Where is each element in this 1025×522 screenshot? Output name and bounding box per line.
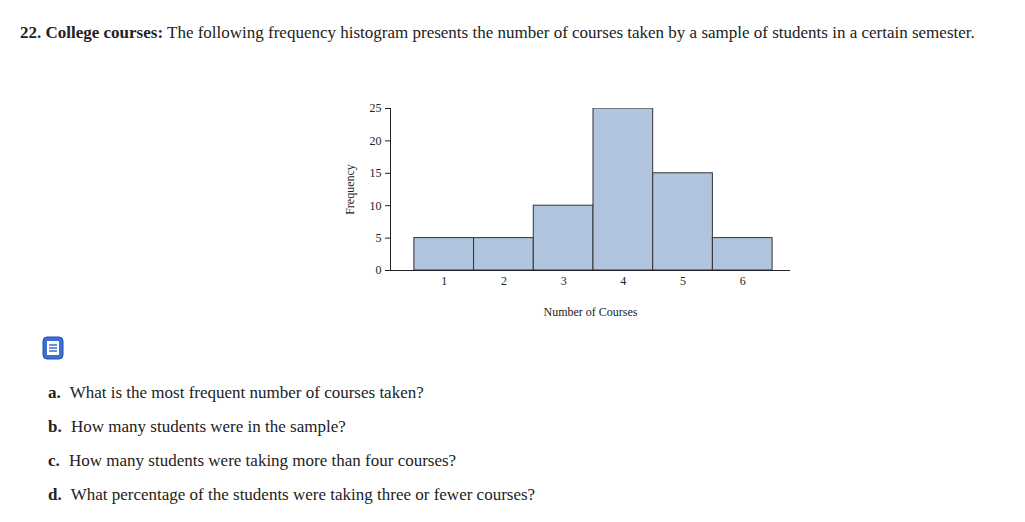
svg-text:2: 2 xyxy=(501,274,507,288)
svg-text:1: 1 xyxy=(441,274,447,288)
html-text:a. What is the most frequent n: a. What is the most frequent number of c… xyxy=(48,383,424,402)
html-text:c. How many students were taki: c. How many students were taking more th… xyxy=(48,451,457,470)
svg-text:5: 5 xyxy=(680,274,686,288)
svg-text:4: 4 xyxy=(620,274,626,288)
svg-text:25: 25 xyxy=(370,101,382,115)
html-text:b. How many students were in t: b. How many students were in the sample? xyxy=(48,417,346,436)
svg-text:5: 5 xyxy=(376,231,382,245)
svg-text:15: 15 xyxy=(370,166,382,180)
svg-text:10: 10 xyxy=(370,199,382,213)
svg-text:Number of Courses: Number of Courses xyxy=(544,305,638,319)
svg-text:0: 0 xyxy=(376,263,382,277)
svg-text:3: 3 xyxy=(561,274,567,288)
svg-text:6: 6 xyxy=(740,274,746,288)
html-text:22. College courses: The follo: 22. College courses: The following frequ… xyxy=(20,23,975,42)
svg-text:Frequency: Frequency xyxy=(343,164,357,215)
html-text:d. What percentage of the stud: d. What percentage of the students were … xyxy=(48,485,536,504)
svg-text:20: 20 xyxy=(370,134,382,148)
